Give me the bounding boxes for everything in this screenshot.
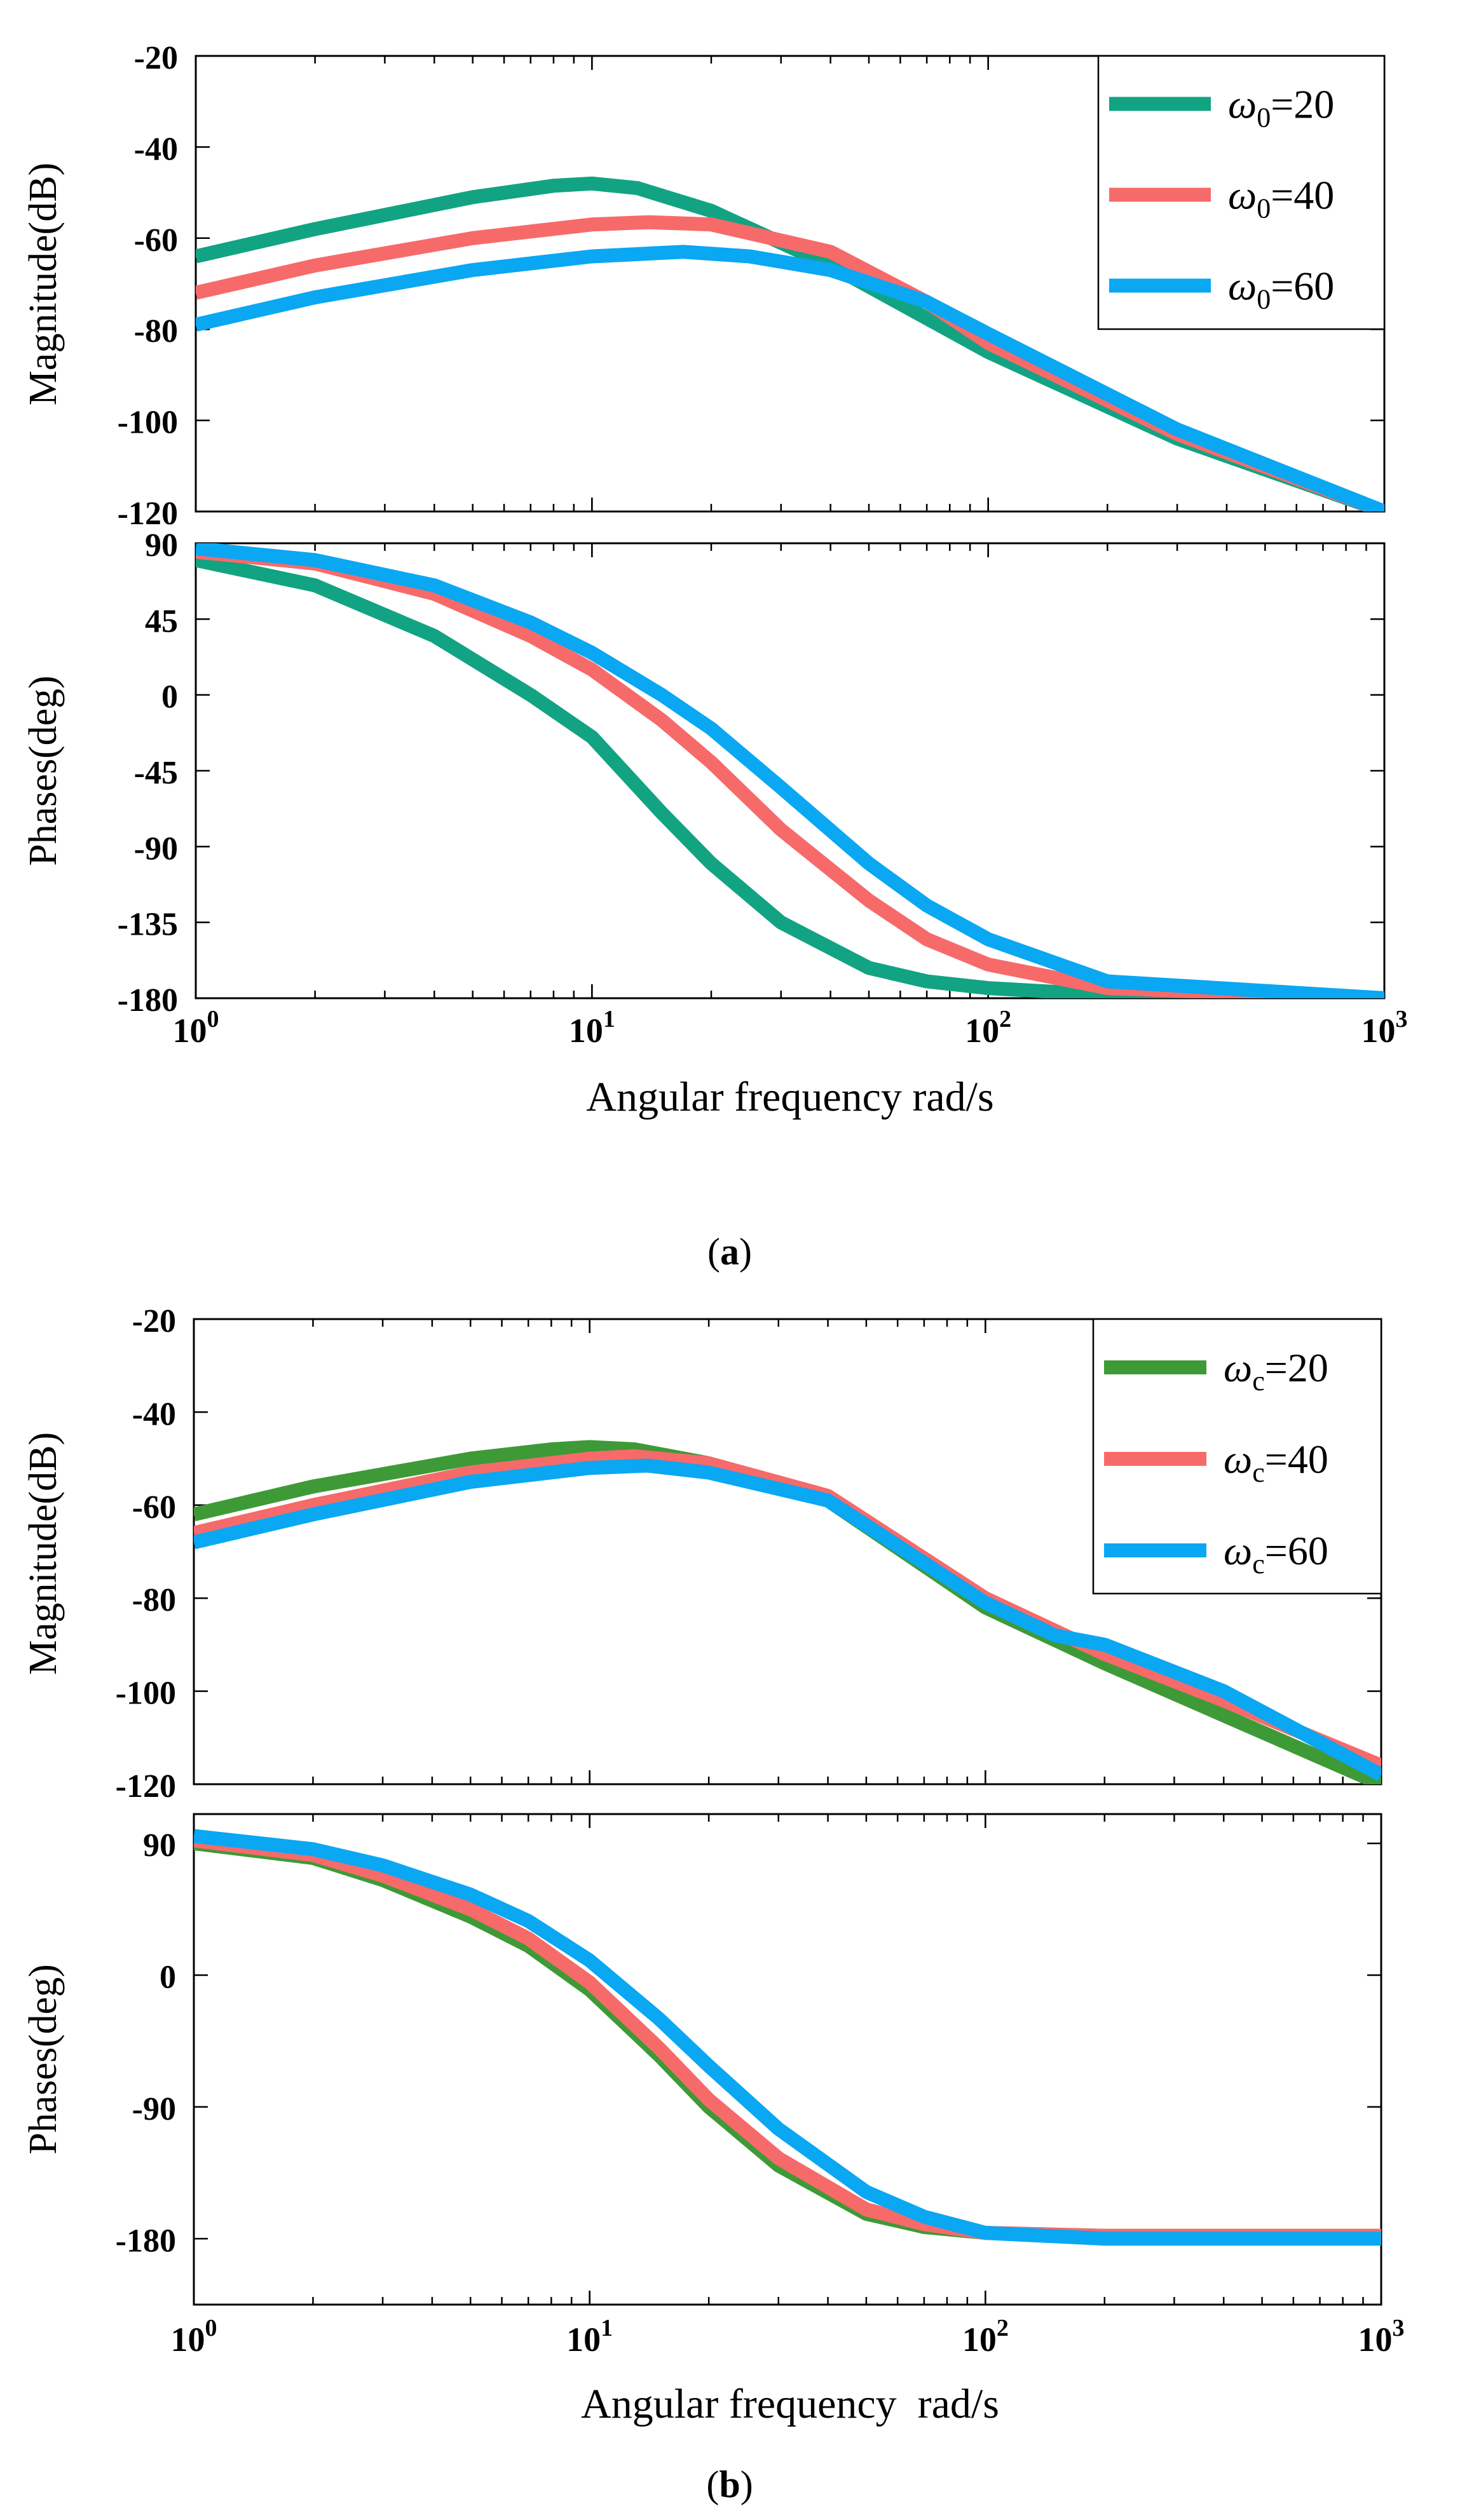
panel-b-mag-ytick-label: -20: [132, 1303, 176, 1339]
panel-a-legend-label: ω0=60: [1228, 264, 1334, 315]
panel-b-ph-ytick-label: -90: [132, 2091, 176, 2127]
panel-a-ph-series-line-1: [196, 553, 1384, 998]
panel-a-magnitude-ylabel: Magnitude(dB): [22, 163, 65, 405]
panel-b-xtick-label: 100: [171, 2315, 217, 2359]
panel-b-mag-series-line-2: [194, 1449, 1381, 1772]
panel-b-legend: ωc=20 ωc=40 ωc=60: [1092, 1318, 1382, 1595]
panel-a-phase-lines: [196, 543, 1384, 998]
panel-a-ph-ytick-label: -45: [134, 755, 178, 791]
panel-b-legend-items: ωc=20 ωc=40 ωc=60: [1104, 1345, 1328, 1580]
panel-b-magnitude-ylabel: Magnitude(dB): [22, 1432, 65, 1675]
panel-b-mag-series-line-3: [194, 1458, 1381, 1782]
panel-b-mag-ytick-label: -60: [132, 1489, 176, 1526]
panel-a-mag-ytick-label: -120: [118, 496, 178, 532]
panel-a-ph-ytick-label: -180: [118, 982, 178, 1019]
panel-a-caption: (a): [707, 1231, 752, 1273]
panel-a-mag-ytick-label: -40: [134, 131, 178, 167]
panel-a-phase-plot: 90 45 0 -45 -90 -135 -180 Phases(deg): [22, 527, 1386, 1019]
panel-b-phase-plot: 90 0 -90 -180 Phases(deg): [22, 1813, 1382, 2306]
panel-b-caption: (b): [706, 2463, 753, 2505]
panel-b-xtick-label: 101: [566, 2315, 613, 2359]
panel-b-ph-series-line-1: [194, 1836, 1381, 2243]
panel-a-ph-series-line-3: [196, 543, 1384, 998]
panel-a-ph-ytick-label: 45: [145, 603, 178, 639]
panel-b-phase-yticks: 90 0 -90 -180: [116, 1814, 1382, 2305]
panel-b-xtick-label: 102: [962, 2315, 1009, 2359]
panel-b-mag-ytick-label: -120: [116, 1768, 176, 1805]
panel-a-mag-series-line-3: [196, 245, 1384, 511]
panel-a-xtick-label: 103: [1361, 1006, 1408, 1050]
panel-b-mag-ytick-label: -100: [116, 1676, 176, 1712]
panel-a-magnitude-plot: -20 -40 -60 -80 -100 -120 Magnitude(dB) ω0=20…: [22, 40, 1386, 532]
panel-a-xtick-label: 100: [173, 1006, 219, 1050]
panel-a-phase-ylabel: Phases(deg): [22, 675, 65, 866]
panel-a-magnitude-yticks: -20 -40 -60 -80 -100 -120: [118, 40, 1386, 532]
panel-b-phase-frame: [193, 1813, 1382, 2306]
panel-a-xtick-label: 101: [569, 1006, 615, 1050]
panel-a-legend-label: ω0=40: [1228, 173, 1334, 224]
panel-a-legend-label: ω0=20: [1228, 82, 1334, 133]
panel-b-mag-ytick-label: -40: [132, 1396, 176, 1432]
panel-a-legend-items: ω0=20 ω0=40 ω0=60: [1109, 82, 1334, 315]
panel-a-mag-ytick-label: -100: [118, 405, 178, 441]
panel-a-mag-ytick-label: -60: [134, 222, 178, 259]
panel-b-legend-label: ωc=60: [1224, 1528, 1328, 1580]
panel-a: -20 -40 -60 -80 -100 -120 Magnitude(dB) ω0=20…: [22, 40, 1408, 1273]
panel-a-magnitude-lines: [196, 176, 1384, 511]
panel-b-legend-label: ωc=40: [1224, 1437, 1328, 1488]
panel-a-phase-yticks: 90 45 0 -45 -90 -135 -180: [118, 527, 1386, 1019]
panel-a-caption-letter: a: [720, 1231, 739, 1273]
panel-a-ph-ytick-label: 90: [145, 527, 178, 564]
panel-a-xtick-label: 102: [965, 1006, 1011, 1050]
panel-b-xtick-label: 103: [1358, 2315, 1405, 2359]
panel-b-ph-ytick-label: -180: [116, 2223, 176, 2259]
panel-a-mag-ytick-label: -20: [134, 40, 178, 76]
panel-a-legend: ω0=20 ω0=40 ω0=60: [1097, 55, 1386, 330]
panel-b-ph-series-line-3: [194, 1829, 1381, 2246]
panel-a-ph-ytick-label: -90: [134, 830, 178, 867]
panel-a-ph-ytick-label: 0: [161, 679, 178, 715]
panel-a-xticks: 100 101 102 103: [173, 1006, 1408, 1050]
panel-b-legend-label: ωc=20: [1224, 1345, 1328, 1397]
panel-b-mag-ytick-label: -80: [132, 1582, 176, 1618]
panel-b-phase-lines: [194, 1829, 1381, 2246]
panel-b-ph-ytick-label: 0: [160, 1959, 176, 1995]
panel-b-xlabel: Angular frequency rad/s: [581, 2381, 999, 2427]
panel-b-caption-letter: b: [719, 2463, 740, 2505]
panel-a-mag-ytick-label: -80: [134, 313, 178, 349]
panel-b-ph-ytick-label: 90: [143, 1827, 176, 1864]
panel-b-magnitude-plot: -20 -40 -60 -80 -100 -120 Magnitude(dB) ωc=20…: [22, 1303, 1382, 1805]
panel-b-xticks: 100 101 102 103: [171, 2315, 1405, 2359]
panel-a-ph-ytick-label: -135: [118, 907, 178, 943]
panel-a-ph-series-line-2: [196, 545, 1384, 998]
panel-a-xlabel: Angular frequency rad/s: [586, 1074, 993, 1120]
panel-b: -20 -40 -60 -80 -100 -120 Magnitude(dB) ωc=20…: [22, 1303, 1405, 2505]
panel-b-magnitude-lines: [194, 1440, 1381, 1784]
panel-b-phase-ylabel: Phases(deg): [22, 1964, 65, 2155]
